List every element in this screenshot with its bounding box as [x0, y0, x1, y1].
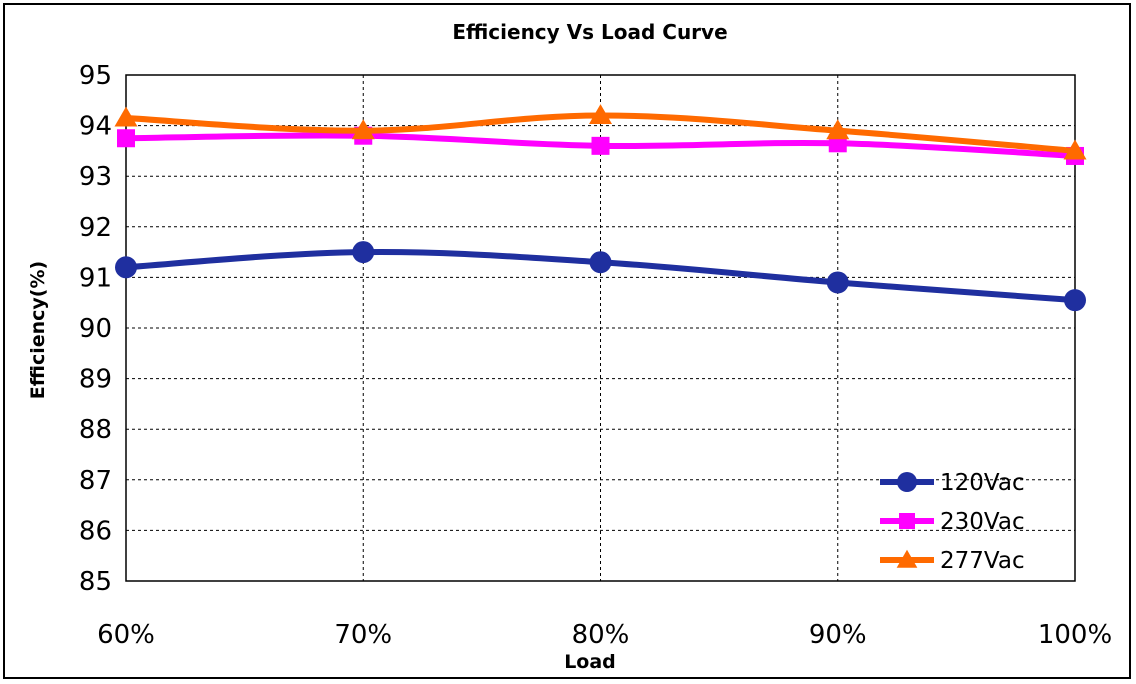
x-tick-label: 100% [1038, 620, 1112, 650]
data-point [114, 106, 138, 127]
grid-lines [126, 75, 1075, 581]
y-tick-label: 90 [79, 314, 112, 344]
y-tick-label: 87 [79, 466, 112, 496]
series-group [114, 104, 1087, 312]
data-point [117, 129, 135, 148]
data-point [351, 119, 375, 140]
data-point [1064, 289, 1086, 312]
data-point [589, 251, 612, 274]
y-tick-label: 95 [79, 61, 112, 91]
legend-marker [896, 549, 918, 568]
legend-marker [897, 472, 917, 492]
chart-title: Efficiency Vs Load Curve [452, 20, 727, 44]
legend-label: 277Vac [940, 548, 1025, 574]
legend-item: 120Vac [880, 470, 1025, 496]
x-tick-label: 90% [809, 620, 867, 650]
x-tick-label: 80% [572, 620, 630, 650]
y-tick-label: 91 [79, 263, 112, 293]
x-tick-label: 60% [97, 620, 155, 650]
x-tick-label: 70% [334, 620, 392, 650]
legend-item: 230Vac [880, 509, 1025, 535]
legend-label: 120Vac [940, 470, 1025, 496]
y-tick-label: 94 [79, 112, 112, 142]
legend-item: 277Vac [880, 548, 1025, 574]
data-point [826, 271, 849, 294]
data-point [352, 241, 375, 264]
series-277Vac [114, 104, 1087, 160]
y-tick-label: 92 [79, 213, 112, 243]
data-point [115, 256, 137, 279]
legend: 120Vac 230Vac 277Vac [880, 470, 1025, 574]
y-tick-label: 93 [79, 162, 112, 192]
series-120Vac [115, 241, 1086, 312]
y-tick-label: 88 [79, 415, 112, 445]
y-tick-labels: 85 86 87 88 89 90 91 92 93 94 95 [79, 61, 112, 597]
data-point [591, 136, 610, 155]
y-tick-label: 89 [79, 365, 112, 395]
y-axis-label: Efficiency(%) [27, 261, 49, 399]
y-tick-label: 85 [79, 567, 112, 597]
x-axis-label: Load [564, 651, 616, 673]
data-point [589, 104, 612, 125]
legend-label: 230Vac [940, 509, 1025, 535]
y-tick-label: 86 [79, 516, 112, 546]
legend-marker [899, 513, 915, 529]
x-tick-labels: 60% 70% 80% 90% 100% [97, 620, 1112, 650]
data-point [826, 119, 850, 140]
data-point [1063, 139, 1087, 160]
